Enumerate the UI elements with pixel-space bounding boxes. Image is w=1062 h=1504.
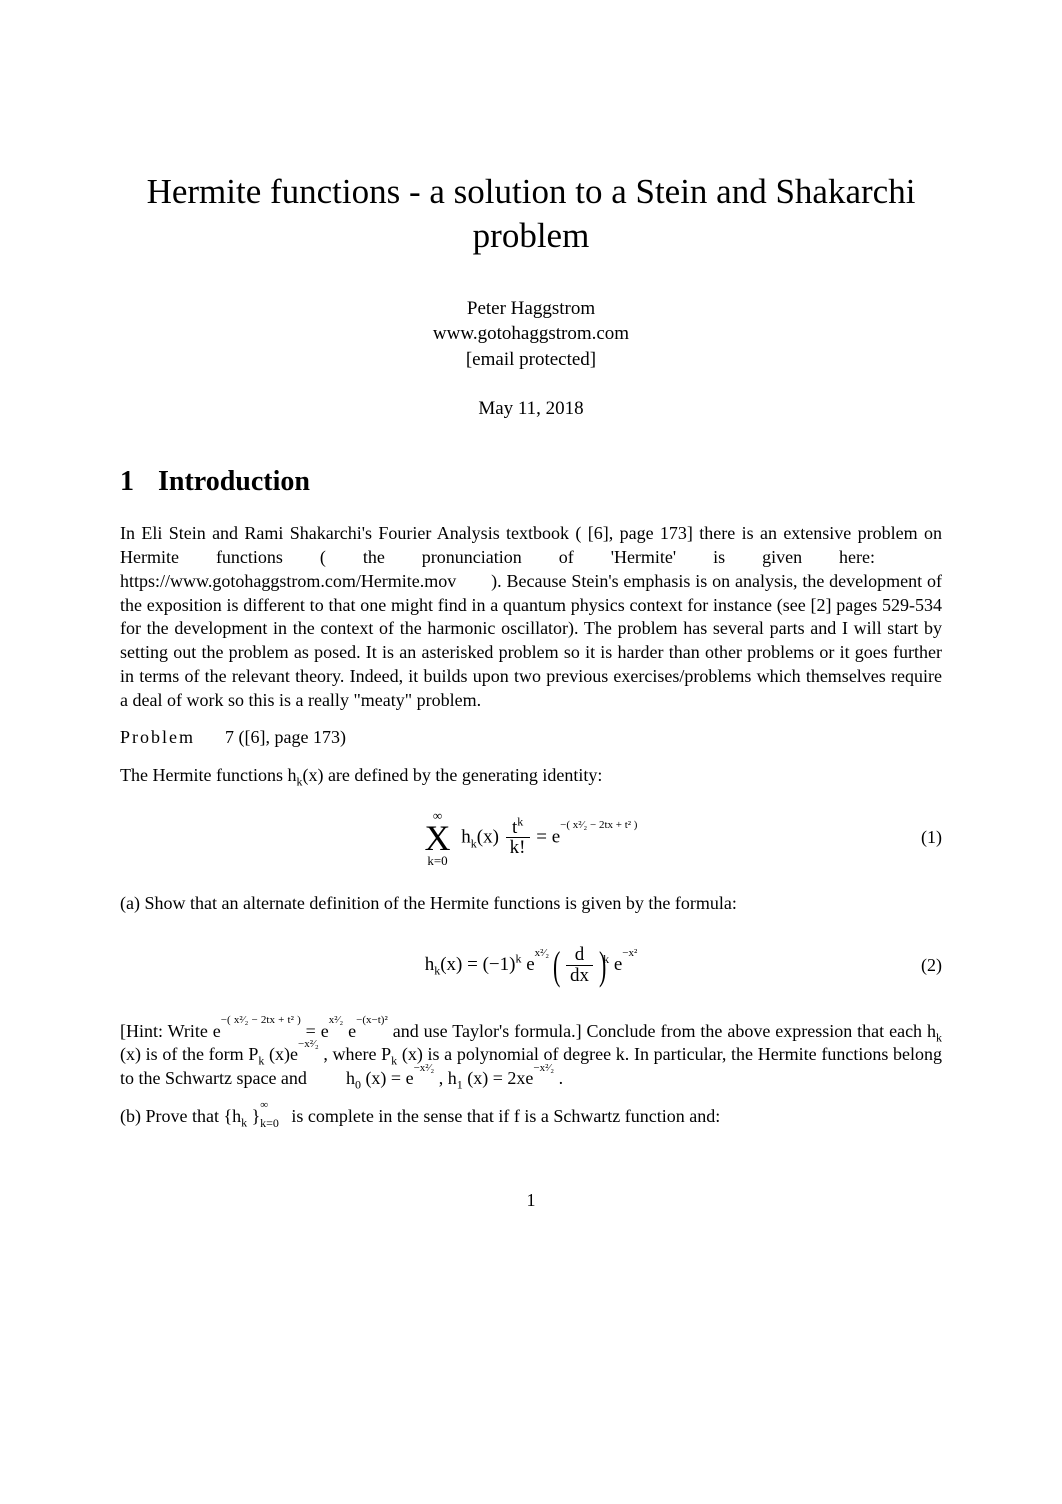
intro-text-b: ). Because Stein's emphasis is on analys…: [120, 571, 942, 710]
part-b: (b) Prove that {hk }∞k=0 is complete in …: [120, 1105, 942, 1129]
hint-t5-sub: k: [258, 1054, 264, 1068]
eq2-e1-exp: x²⁄₂: [535, 947, 549, 959]
partb-t2: }: [252, 1106, 261, 1126]
hint-t11: , h: [439, 1068, 457, 1088]
eq1-frac-den: k!: [506, 838, 530, 858]
hint-t11-sub: 1: [457, 1078, 463, 1092]
hint-t9: h: [346, 1068, 355, 1088]
equation-1-number: (1): [921, 826, 942, 850]
intro-text-a: In Eli Stein and Rami Shakarchi's Fourie…: [120, 523, 942, 567]
page-number: 1: [120, 1189, 942, 1213]
eq2-ddx-frac: d dx: [566, 945, 593, 986]
equation-1: ∞ X k=0 h k (x) tk k! = e−( x²⁄₂ − 2tx + t…: [120, 808, 942, 868]
problem-ref: 7 ([6], page 173): [225, 727, 346, 747]
eq2-lhs: h: [425, 954, 435, 975]
part-a-intro: (a) Show that an alternate definition of…: [120, 892, 942, 916]
eq2-lparen: (: [553, 948, 560, 984]
partb-t2-sub: k=0: [260, 1116, 279, 1130]
hint-t1-exp: −( x²⁄₂ − 2tx + t² ): [221, 1014, 301, 1026]
section-title: Introduction: [158, 466, 310, 497]
partb-t1: (b) Prove that {h: [120, 1106, 241, 1126]
hint-t6-exp: −x²⁄₂: [298, 1038, 319, 1050]
hint-t12-exp: −x²⁄₂: [533, 1062, 554, 1074]
sum-lower: k=0: [425, 854, 451, 867]
document-date: May 11, 2018: [120, 396, 942, 421]
eq2-lhs-sup-k: k: [515, 952, 521, 966]
hint-t10: (x) = e: [365, 1068, 413, 1088]
problem-label-line: Problem 7 ([6], page 173): [120, 726, 942, 750]
eq2-ddx-num: d: [566, 945, 593, 966]
equation-2: hk(x) = (−1)k ex²⁄₂ ( d dx )k e−x² (2): [120, 936, 942, 996]
hint-t3-exp: −(x−t)²: [356, 1014, 388, 1026]
hint-t1: [Hint: Write e: [120, 1021, 221, 1041]
eq2-lhs-x: (x) = (−1): [440, 954, 515, 975]
author-block: Peter Haggstrom www.gotohaggstrom.com [e…: [120, 296, 942, 373]
eq1-eq: = e: [536, 826, 560, 847]
eq2-e2: e: [614, 954, 622, 975]
partb-t3: is complete in the sense that if f is a …: [291, 1106, 720, 1126]
hint-t12: (x) = 2xe: [467, 1068, 533, 1088]
partb-t2-sup: ∞: [260, 1099, 268, 1111]
author-name: Peter Haggstrom: [120, 296, 942, 322]
hint-paragraph: [Hint: Write e−( x²⁄₂ − 2tx + t² ) = ex²…: [120, 1020, 942, 1091]
eq1-exp: −( x²⁄₂ − 2tx + t² ): [560, 819, 637, 831]
hint-t7: , where P: [323, 1044, 391, 1064]
eq2-rparen: ): [599, 948, 606, 984]
hint-t3: e: [348, 1021, 356, 1041]
hint-t7-sub: k: [391, 1054, 397, 1068]
eq1-fraction: tk k!: [506, 818, 530, 859]
page-title: Hermite functions - a solution to a Stei…: [120, 170, 942, 258]
eq2-ddx-den: dx: [566, 966, 593, 986]
eq1-frac-num: tk: [506, 818, 530, 839]
eq2-ddx: d dx: [564, 945, 595, 986]
lead-text-a: The Hermite functions h: [120, 765, 296, 785]
problem-lead: The Hermite functions hk(x) are defined …: [120, 764, 942, 788]
intro-paragraph: In Eli Stein and Rami Shakarchi's Fourie…: [120, 522, 942, 712]
lead-text-b: (x) are defined by the generating identi…: [302, 765, 602, 785]
author-email: [email protected]: [120, 347, 942, 373]
equation-1-body: ∞ X k=0 h k (x) tk k! = e−( x²⁄₂ − 2tx + t…: [425, 809, 638, 867]
author-site: www.gotohaggstrom.com: [120, 321, 942, 347]
summation-symbol: ∞ X k=0: [425, 809, 451, 867]
hint-t4: and use Taylor's formula.] Conclude from…: [393, 1021, 936, 1041]
equation-2-body: hk(x) = (−1)k ex²⁄₂ ( d dx )k e−x²: [425, 945, 638, 986]
hint-t13: .: [559, 1068, 564, 1088]
hint-t4-sub: k: [936, 1030, 942, 1044]
problem-label: Problem: [120, 727, 195, 747]
hint-t2a-exp: x²⁄₂: [329, 1014, 343, 1026]
eq2-e2-exp: −x²: [622, 947, 637, 959]
eq2-e1: e: [526, 954, 534, 975]
eq1-frac-num-sup: k: [517, 814, 523, 828]
hermite-pronunciation-link[interactable]: https://www.gotohaggstrom.com/Hermite.mo…: [120, 571, 456, 591]
eq1-hk: h: [461, 826, 471, 847]
hint-t9-sub: 0: [355, 1078, 361, 1092]
hint-t10-exp: −x²⁄₂: [414, 1062, 435, 1074]
section-heading: 1 Introduction: [120, 464, 942, 501]
equation-2-number: (2): [921, 954, 942, 978]
sum-glyph: X: [425, 822, 451, 854]
hint-t6: (x)e: [269, 1044, 298, 1064]
section-number: 1: [120, 466, 134, 497]
partb-t1-sub: k: [241, 1116, 247, 1130]
eq1-hk-x: (x): [477, 826, 499, 847]
hint-t5: (x) is of the form P: [120, 1044, 258, 1064]
